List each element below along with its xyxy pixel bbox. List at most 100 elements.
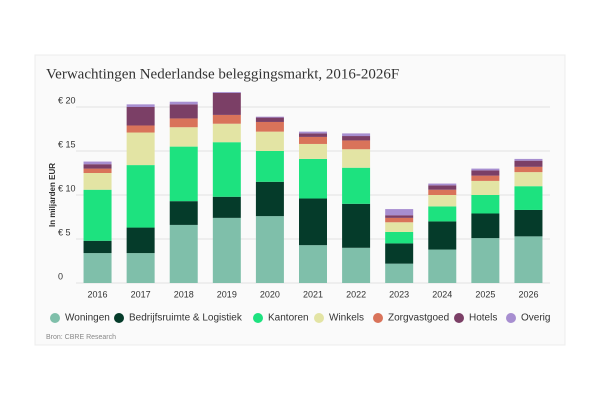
x-tick-label: 2025 — [475, 289, 495, 299]
x-tick-label: 2023 — [389, 289, 409, 299]
x-tick-label: 2024 — [432, 289, 452, 299]
bar-segment — [83, 173, 112, 190]
y-axis-label: In miljarden EUR — [48, 163, 57, 227]
bar-segment — [83, 253, 112, 283]
bar-segment — [514, 236, 543, 283]
bar-segment — [385, 217, 414, 223]
legend-swatch — [506, 313, 516, 323]
legend-label: Zorgvastgoed — [388, 313, 449, 324]
legend-swatch — [253, 313, 263, 323]
bar-segment — [428, 206, 457, 222]
x-tick-label: 2026 — [518, 289, 538, 299]
bar-segment — [471, 195, 500, 214]
bar-segment — [385, 215, 414, 218]
bar-segment — [212, 217, 241, 283]
legend-label: Woningen — [65, 313, 110, 324]
bar-segment — [342, 133, 371, 137]
bar-segment — [83, 240, 112, 254]
bar-segment — [428, 185, 457, 190]
bar-segment — [428, 183, 457, 186]
bar-segment — [385, 209, 414, 216]
bar-segment — [126, 253, 155, 283]
bar-segment — [299, 136, 327, 144]
bar-segment — [126, 104, 155, 107]
bar-segment — [169, 201, 198, 225]
bar-segment — [514, 186, 543, 210]
y-tick-label: € 5 — [58, 227, 71, 237]
x-tick-label: 2020 — [260, 289, 280, 299]
bar-segment — [169, 224, 198, 283]
bar-segment — [342, 149, 371, 168]
legend-label: Overig — [521, 313, 550, 324]
bar-segment — [514, 209, 543, 237]
bar-segment — [212, 196, 241, 218]
legend-label: Hotels — [469, 313, 497, 324]
bar-segment — [342, 247, 371, 283]
legend-label: Winkels — [329, 313, 364, 324]
x-tick-label: 2022 — [346, 289, 366, 299]
bar-segment — [299, 198, 327, 246]
bar-segment — [428, 195, 457, 207]
bar-segment — [471, 168, 500, 171]
bar-segment — [342, 140, 371, 150]
bar-segment — [385, 222, 414, 232]
bar-segment — [169, 101, 198, 105]
bar-segment — [255, 151, 284, 182]
bar-segment — [514, 166, 543, 173]
bar-segment — [83, 164, 112, 169]
bar-segment — [428, 189, 457, 195]
bar-segment — [299, 245, 327, 283]
bar-segment — [471, 180, 500, 195]
bar-segment — [212, 114, 241, 124]
bar-segment — [83, 168, 112, 173]
bar-segment — [169, 127, 198, 147]
bar-segment — [212, 142, 241, 197]
bar-segment — [428, 249, 457, 283]
bar-segment — [255, 116, 284, 118]
legend-swatch — [373, 313, 383, 323]
bar-segment — [385, 263, 414, 283]
bar-segment — [428, 221, 457, 250]
bar-segment — [212, 92, 241, 115]
bar-segment — [514, 158, 543, 161]
y-tick-label: € 15 — [58, 139, 76, 149]
bar-segment — [299, 143, 327, 159]
y-tick-label: € 10 — [58, 183, 76, 193]
bar-segment — [126, 165, 155, 228]
y-tick-label: 0 — [58, 271, 63, 281]
bar-segment — [212, 123, 241, 143]
bar-segment — [126, 107, 155, 126]
bar-segment — [126, 125, 155, 133]
legend-label: Bedrijfsruimte & Logistiek — [129, 313, 243, 324]
bar-segment — [342, 136, 371, 141]
x-tick-label: 2017 — [131, 289, 151, 299]
bar-segment — [342, 203, 371, 248]
bar-segment — [299, 158, 327, 199]
bar-segment — [255, 216, 284, 283]
legend-swatch — [114, 313, 124, 323]
bar-segment — [255, 181, 284, 217]
bar-segment — [385, 231, 414, 244]
bar-segment — [255, 121, 284, 132]
bar-segment — [126, 227, 155, 254]
bar-segment — [471, 175, 500, 181]
legend-swatch — [50, 313, 60, 323]
bar-segment — [212, 92, 241, 93]
bar-segment — [385, 243, 414, 264]
bar-segment — [342, 167, 371, 204]
x-tick-label: 2016 — [88, 289, 108, 299]
x-tick-label: 2019 — [217, 289, 237, 299]
bar-segment — [514, 172, 543, 187]
source: Bron: CBRE Research — [46, 334, 116, 341]
bar-segment — [299, 131, 327, 134]
legend-swatch — [454, 313, 464, 323]
bar-segment — [255, 131, 284, 151]
x-tick-label: 2018 — [174, 289, 194, 299]
bar-segment — [126, 132, 155, 166]
bar-segment — [299, 133, 327, 137]
bar-segment — [83, 189, 112, 241]
bar-segment — [169, 104, 198, 119]
bar-segment — [255, 117, 284, 122]
bar-segment — [471, 238, 500, 283]
